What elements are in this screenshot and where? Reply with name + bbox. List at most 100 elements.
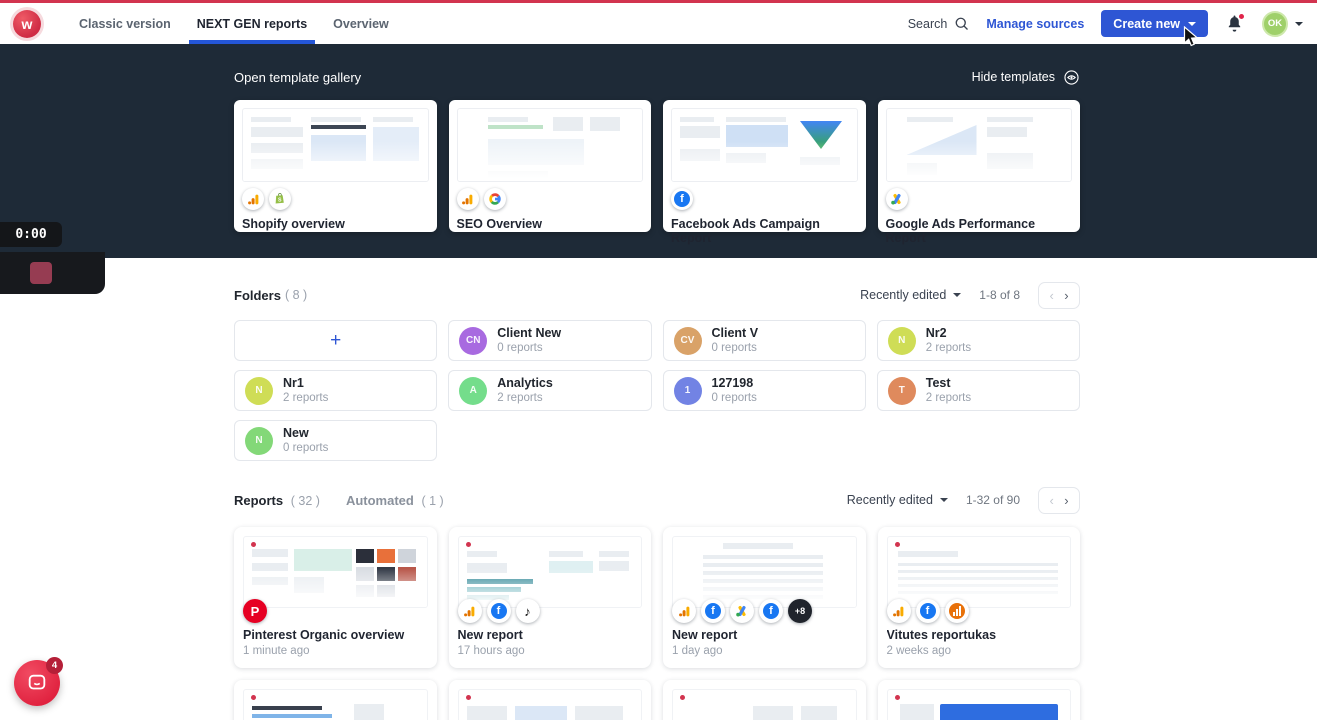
report-source-icons: f f +8 xyxy=(672,598,857,624)
folder-card[interactable]: N Nr2 2 reports xyxy=(876,320,1080,361)
facebook-icon: f xyxy=(759,599,783,623)
template-card[interactable]: Google Ads Performance Report xyxy=(877,100,1080,245)
template-card[interactable]: f Facebook Ads Campaign Report xyxy=(663,100,866,245)
facebook-icon: f xyxy=(486,599,511,623)
reports-range: 1-32 of 90 xyxy=(965,493,1020,507)
folder-name: Nr1 xyxy=(283,375,304,390)
nav-item[interactable]: NEXT GEN reports xyxy=(184,3,320,44)
search-button[interactable]: Search xyxy=(908,16,970,31)
folder-name: Test xyxy=(925,375,951,390)
google-analytics-icon xyxy=(456,188,479,210)
facebook-icon: f xyxy=(915,599,940,623)
folder-avatar: 1 xyxy=(673,376,702,405)
reports-sort-dropdown[interactable]: Recently edited xyxy=(847,493,948,507)
more-sources-badge: +8 xyxy=(788,599,812,623)
recorder-timer: 0:00 xyxy=(0,222,62,247)
template-gallery-section: Open template gallery Hide templates S S… xyxy=(0,44,1317,258)
report-source-icons: P xyxy=(243,598,428,624)
tiktok-icon: ♪ xyxy=(515,599,540,623)
folder-report-count: 2 reports xyxy=(283,392,329,405)
folder-card[interactable]: N Nr1 2 reports xyxy=(234,370,438,411)
eye-icon xyxy=(1064,69,1079,85)
report-preview xyxy=(457,536,642,608)
folder-card[interactable]: CV Client V 0 reports xyxy=(662,320,866,361)
template-card[interactable]: S Shopify overview xyxy=(234,100,437,232)
create-new-label: Create new xyxy=(1113,16,1180,31)
report-preview xyxy=(886,536,1071,608)
reports-tab[interactable]: Reports ( 32 ) xyxy=(234,493,320,508)
report-name: New report xyxy=(672,628,738,642)
folder-report-count: 2 reports xyxy=(925,342,972,355)
template-source-icons xyxy=(456,188,644,210)
google-ads-icon xyxy=(885,188,908,210)
chevron-down-icon xyxy=(1295,21,1303,26)
google-analytics-icon xyxy=(886,599,911,623)
hide-templates-label: Hide templates xyxy=(971,70,1055,84)
report-card[interactable] xyxy=(448,680,651,720)
report-card[interactable]: P Pinterest Organic overview 1 minute ag… xyxy=(234,527,437,668)
nav-item[interactable]: Classic version xyxy=(66,3,184,44)
folder-report-count: 2 reports xyxy=(497,392,543,405)
top-accent-strip xyxy=(0,0,1317,3)
folders-sort-dropdown[interactable]: Recently edited xyxy=(860,288,962,302)
sort-label: Recently edited xyxy=(846,493,933,507)
unread-dot xyxy=(1238,12,1245,20)
folder-name: Nr2 xyxy=(925,325,947,340)
chat-widget-button[interactable]: 4 xyxy=(14,657,63,706)
prev-page-icon[interactable]: ‹ xyxy=(1049,287,1054,303)
nav-item-label: Classic version xyxy=(79,16,171,31)
nav-item[interactable]: Overview xyxy=(320,3,402,44)
folder-card[interactable]: N New 0 reports xyxy=(234,420,438,461)
next-page-icon[interactable]: › xyxy=(1064,287,1069,303)
folder-avatar: A xyxy=(459,376,488,405)
folder-card[interactable]: A Analytics 2 reports xyxy=(448,370,652,411)
report-card[interactable]: f ♪ New report 17 hours ago xyxy=(448,527,651,668)
template-preview xyxy=(456,108,643,182)
create-new-button[interactable]: Create new xyxy=(1101,10,1208,37)
template-gallery-title[interactable]: Open template gallery xyxy=(234,69,362,85)
report-edited-time: 1 minute ago xyxy=(243,645,310,657)
stop-recording-button[interactable] xyxy=(30,262,52,284)
account-menu[interactable]: OK xyxy=(1262,10,1303,37)
reports-tab[interactable]: Automated ( 1 ) xyxy=(346,493,444,508)
chat-unread-badge: 4 xyxy=(46,657,63,674)
folders-title: Folders xyxy=(234,287,281,303)
folder-avatar: T xyxy=(887,376,916,405)
plus-icon: + xyxy=(330,329,342,351)
report-preview xyxy=(672,689,857,720)
folder-name: 127198 xyxy=(711,375,754,390)
folder-avatar: CN xyxy=(459,326,488,355)
report-card[interactable] xyxy=(663,680,866,720)
chevron-down-icon xyxy=(953,293,962,297)
facebook-icon: f xyxy=(701,599,725,623)
prev-page-icon[interactable]: ‹ xyxy=(1049,492,1054,508)
report-card[interactable]: f f +8 New report 1 day ago xyxy=(663,527,866,668)
report-card[interactable]: f Vitutes reportukas 2 weeks ago xyxy=(877,527,1080,668)
pinterest-icon: P xyxy=(243,599,267,623)
template-name: Facebook Ads Campaign Report xyxy=(671,217,820,245)
template-name: Shopify overview xyxy=(242,217,345,231)
report-card[interactable] xyxy=(234,680,437,720)
report-name: Vitutes reportukas xyxy=(886,628,997,642)
template-card[interactable]: SEO Overview xyxy=(448,100,651,232)
folder-card[interactable]: T Test 2 reports xyxy=(876,370,1080,411)
shopify-icon: S xyxy=(269,188,291,210)
chat-bubble-icon xyxy=(28,674,46,690)
folder-card[interactable]: CN Client New 0 reports xyxy=(448,320,652,361)
folders-header: Folders ( 8 ) Recently edited 1-8 of 8 ‹… xyxy=(234,280,1080,310)
main-content: Folders ( 8 ) Recently edited 1-8 of 8 ‹… xyxy=(234,280,1080,720)
report-source-icons: f xyxy=(886,598,1072,624)
add-folder-button[interactable]: + xyxy=(234,320,438,361)
template-name: Google Ads Performance Report xyxy=(885,217,1036,245)
next-page-icon[interactable]: › xyxy=(1064,492,1069,508)
whatagraph-logo[interactable]: w xyxy=(13,9,41,38)
report-card[interactable] xyxy=(877,680,1080,720)
topbar: w Classic version NEXT GEN reports Overv… xyxy=(0,3,1317,44)
notifications-bell-icon[interactable] xyxy=(1225,12,1245,34)
folder-card[interactable]: 1 127198 0 reports xyxy=(662,370,866,411)
report-name: New report xyxy=(457,628,523,642)
report-preview xyxy=(457,689,642,720)
hide-templates-button[interactable]: Hide templates xyxy=(972,69,1080,86)
template-source-icons: S xyxy=(242,188,429,210)
manage-sources-link[interactable]: Manage sources xyxy=(986,16,1085,31)
